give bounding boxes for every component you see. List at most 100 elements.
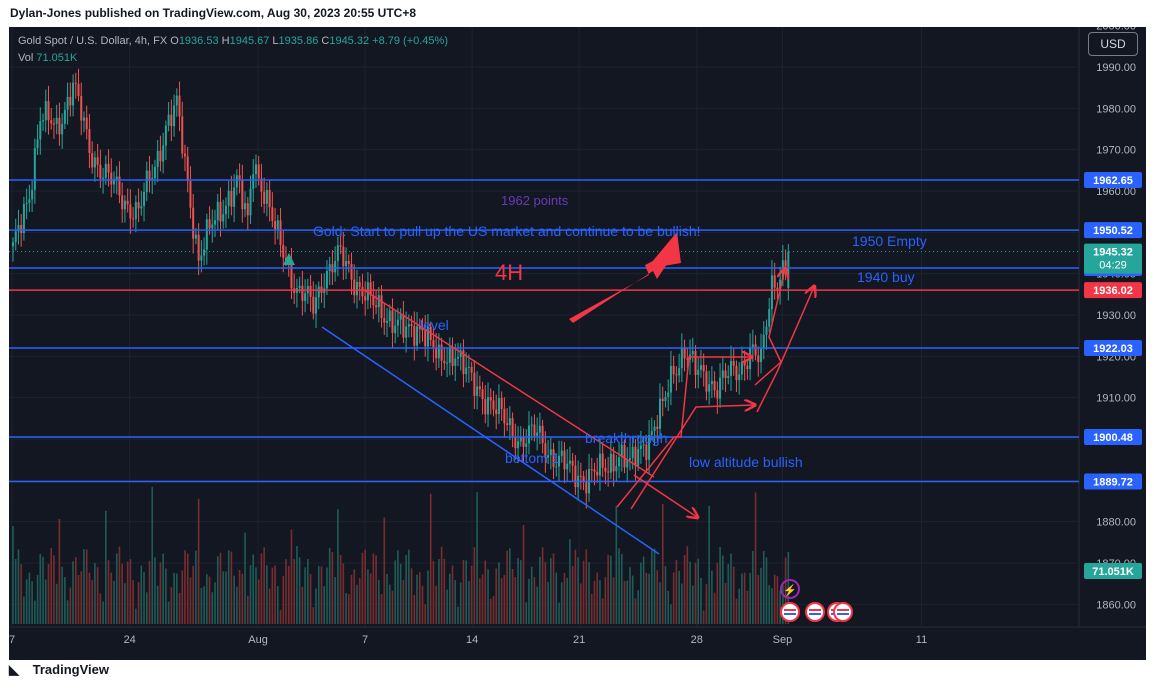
currency-button[interactable]: USD (1088, 32, 1138, 56)
volume-bar (462, 559, 465, 624)
volume-bar (28, 572, 31, 624)
candle-body (304, 293, 307, 301)
volume-bar (236, 586, 238, 624)
volume-bar (192, 565, 194, 624)
volume-bar (558, 602, 560, 624)
candle-body (391, 310, 394, 334)
candle-body (197, 234, 200, 261)
candle-body (110, 172, 113, 185)
volume-bar (757, 575, 760, 624)
volume-bar (741, 573, 743, 624)
time-tick-label: 7 (362, 634, 368, 646)
candle-body (66, 96, 69, 110)
candle-body (377, 295, 380, 308)
volume-bar (121, 563, 123, 624)
candle-body (274, 220, 277, 230)
candle-body (405, 326, 408, 338)
time-tick-label: 7 (9, 634, 15, 646)
high-label: H (221, 35, 230, 47)
candle-body (743, 361, 746, 366)
candle-body (607, 471, 610, 473)
candle-body (115, 176, 118, 180)
volume-bar (465, 560, 467, 624)
candle-body (620, 444, 623, 458)
chart-canvas[interactable]: Gold: Start to pull up the US market and… (9, 27, 1146, 660)
candle-body (355, 281, 358, 296)
candle-body (263, 191, 266, 204)
candle-body (492, 400, 495, 410)
candle-body (82, 117, 85, 121)
candle-body (132, 218, 135, 220)
volume-bar (271, 567, 274, 624)
price-tick-label: 1970.00 (1096, 145, 1136, 157)
volume-bar (470, 565, 473, 624)
candle-body (203, 249, 206, 256)
volume-bar (195, 550, 197, 624)
volume-bar (140, 565, 143, 624)
candle-body (615, 466, 618, 472)
volume-bar (530, 566, 533, 624)
candle-body (699, 365, 702, 370)
time-tick-label: Aug (248, 634, 268, 646)
volume-bar (713, 592, 716, 624)
volume-tag (1084, 563, 1142, 579)
volume-bar (53, 555, 55, 624)
candle-body (167, 114, 170, 126)
candle-body (25, 202, 28, 204)
volume-bar (135, 608, 137, 624)
volume-bar (451, 565, 454, 624)
candle-body (200, 255, 203, 261)
volume-bar (255, 567, 257, 624)
volume-bar (571, 565, 574, 624)
price-tick-label: 2000.00 (1096, 27, 1136, 33)
volume-bar (34, 600, 36, 624)
volume-bar (246, 595, 249, 624)
us-flag-stripe (837, 613, 849, 615)
volume-bar (514, 577, 517, 624)
candle-body (77, 83, 80, 96)
time-tick-label: 14 (466, 634, 478, 646)
volume-bar (686, 546, 689, 624)
event-icons: ⚡ (780, 579, 853, 622)
volume-bar (656, 570, 659, 624)
volume-bar (58, 518, 61, 624)
volume-bar (443, 558, 446, 624)
candle-body (579, 475, 582, 477)
candle-body (339, 245, 342, 247)
candle-body (659, 398, 662, 429)
volume-bar (664, 566, 667, 624)
candle-body (309, 285, 312, 297)
volume-bar (31, 581, 33, 624)
candle-body (443, 360, 446, 364)
volume-bar (334, 577, 336, 624)
candle-body (454, 358, 457, 366)
current-price-label: 1945.32 (1093, 247, 1133, 259)
volume-bar (539, 556, 541, 624)
candle-body (301, 285, 304, 301)
us-flag-stripe (784, 609, 796, 611)
candle-body (353, 279, 356, 296)
candle-body (156, 150, 159, 167)
volume-bar (459, 582, 462, 624)
candle-body (407, 324, 410, 327)
volume-bar (216, 556, 219, 624)
candle-body (612, 453, 615, 472)
volume-bar (517, 558, 519, 624)
candle-body (99, 164, 102, 179)
candle-body (369, 282, 372, 296)
volume-bar (66, 600, 69, 624)
candle-body (396, 319, 399, 326)
footer-brand[interactable]: ◣ TradingView (9, 662, 109, 678)
volume-bar (427, 570, 429, 624)
candle-body (33, 148, 36, 190)
candle-body (555, 466, 558, 468)
candle-body (238, 175, 241, 181)
volume-bar (544, 561, 547, 624)
candle-body (598, 453, 601, 476)
candle-body (424, 330, 427, 347)
volume-bar (206, 574, 208, 624)
chart-panel[interactable]: Gold: Start to pull up the US market and… (9, 27, 1146, 660)
candle-body (735, 365, 738, 381)
volume-bar (601, 598, 604, 624)
volume-bar (642, 556, 645, 624)
